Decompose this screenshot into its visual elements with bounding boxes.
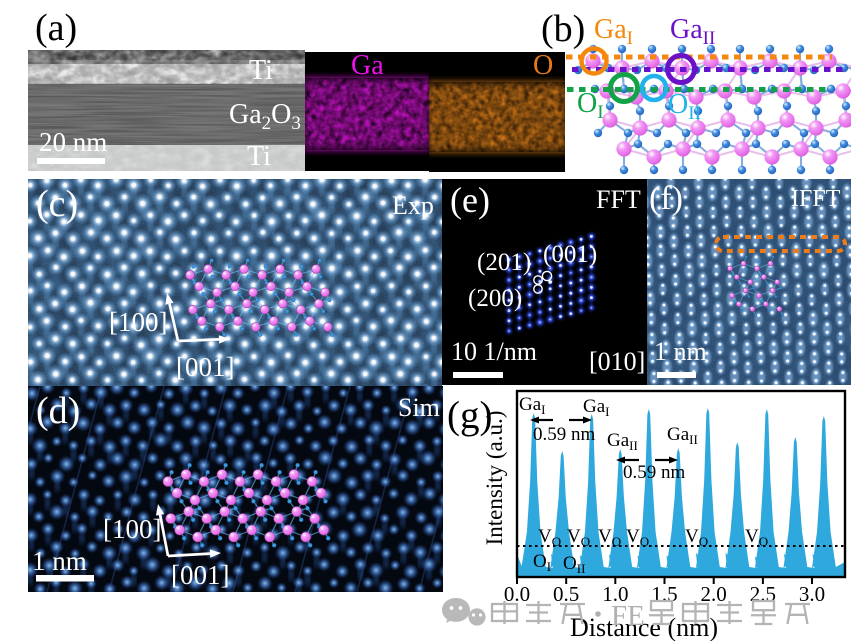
svg-text:0.59 nm: 0.59 nm — [533, 424, 596, 445]
svg-text:1 nm: 1 nm — [32, 546, 87, 576]
svg-text:(c): (c) — [36, 183, 78, 225]
svg-text:GaI: GaI — [594, 14, 633, 49]
svg-text:(b): (b) — [541, 8, 585, 50]
svg-text:Exp: Exp — [392, 191, 434, 220]
svg-text:3.0: 3.0 — [799, 582, 825, 606]
svg-text:(200): (200) — [468, 285, 522, 312]
svg-text:FFT: FFT — [596, 185, 641, 214]
svg-text:0.0: 0.0 — [504, 582, 530, 606]
svg-text:20 nm: 20 nm — [39, 127, 107, 157]
svg-text:O: O — [533, 50, 553, 81]
svg-text:IFFT: IFFT — [791, 186, 841, 212]
svg-text:GaI: GaI — [583, 396, 610, 419]
svg-text:(201): (201) — [477, 249, 531, 276]
svg-text:(e): (e) — [450, 180, 490, 220]
svg-text:Ti: Ti — [249, 55, 273, 86]
svg-text:10 1/nm: 10 1/nm — [451, 337, 537, 366]
svg-text:1 nm: 1 nm — [654, 337, 707, 366]
svg-text:2.0: 2.0 — [701, 582, 727, 606]
svg-text:GaII: GaII — [670, 14, 715, 49]
svg-text:[100]: [100] — [109, 307, 167, 337]
svg-text:[001]: [001] — [171, 560, 229, 590]
svg-text:[100]: [100] — [103, 514, 161, 544]
svg-text:(a): (a) — [35, 7, 77, 49]
svg-text:GaII: GaII — [667, 424, 698, 447]
svg-text:(f): (f) — [649, 180, 683, 217]
svg-text:FE: FE — [611, 600, 645, 632]
svg-text:Intensity (a.u.): Intensity (a.u.) — [482, 411, 507, 546]
svg-text:[001]: [001] — [176, 352, 234, 382]
svg-text:1.0: 1.0 — [602, 582, 628, 606]
svg-text:GaII: GaII — [607, 430, 638, 453]
svg-text:Distance (nm): Distance (nm) — [570, 613, 718, 641]
svg-text:(d): (d) — [36, 390, 80, 432]
svg-text:Ga: Ga — [351, 50, 384, 81]
svg-text:0.59 nm: 0.59 nm — [623, 462, 686, 483]
svg-text:[010]: [010] — [589, 347, 645, 376]
svg-text:(001): (001) — [543, 241, 597, 268]
svg-text:OI: OI — [577, 88, 604, 123]
svg-text:OI: OI — [533, 551, 551, 574]
svg-text:Ti: Ti — [247, 141, 271, 172]
svg-text:Sim: Sim — [398, 393, 440, 422]
svg-text:1.5: 1.5 — [651, 582, 677, 606]
svg-text:GaI: GaI — [519, 394, 546, 417]
svg-text:(g): (g) — [447, 394, 492, 437]
svg-text:0.5: 0.5 — [553, 582, 579, 606]
